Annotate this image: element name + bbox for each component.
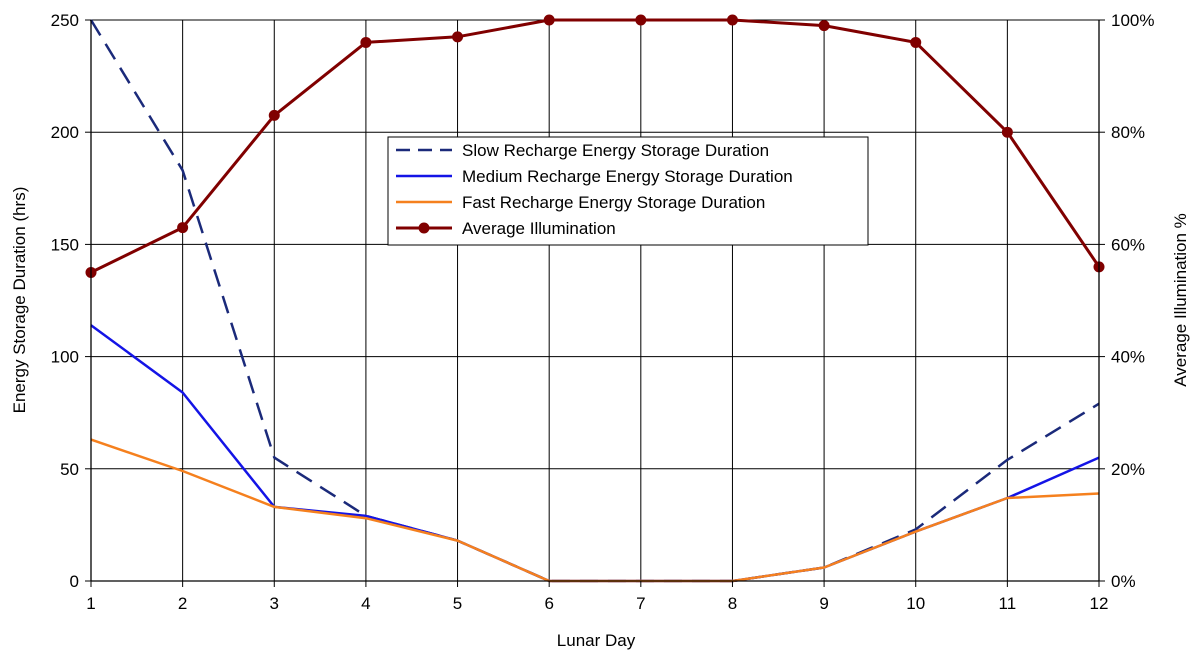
y2-tick-label: 20% xyxy=(1111,460,1145,479)
y2-tick-label: 40% xyxy=(1111,348,1145,367)
x-tick-label: 1 xyxy=(86,594,95,613)
y-tick-label: 150 xyxy=(51,235,79,254)
grid xyxy=(90,19,1100,582)
legend-box xyxy=(387,136,869,246)
x-tick-label: 10 xyxy=(906,594,925,613)
series-point xyxy=(268,109,280,121)
series-point xyxy=(452,31,464,43)
series-point xyxy=(910,36,922,48)
x-tick-label: 3 xyxy=(270,594,279,613)
axes xyxy=(85,19,1105,587)
y2-tick-label: 60% xyxy=(1111,235,1145,254)
y2-tick-label: 100% xyxy=(1111,11,1154,30)
series-point xyxy=(635,14,647,26)
series-line-2 xyxy=(90,324,1100,583)
legend-label-1: Slow Recharge Energy Storage Duration xyxy=(462,141,769,160)
y-tick-label: 250 xyxy=(51,11,79,30)
x-tick-label: 8 xyxy=(728,594,737,613)
x-axis-label: Lunar Day xyxy=(557,631,636,650)
y-tick-label: 200 xyxy=(51,123,79,142)
series-point xyxy=(360,36,372,48)
x-tick-label: 11 xyxy=(999,594,1017,613)
y2-tick-label: 80% xyxy=(1111,123,1145,142)
y2-tick-label: 0% xyxy=(1111,572,1136,591)
legend-label-3: Fast Recharge Energy Storage Duration xyxy=(462,193,765,212)
x-tick-label: 7 xyxy=(636,594,645,613)
y2-axis-label: Average Illumination % xyxy=(1171,213,1190,387)
x-tick-label: 2 xyxy=(178,594,187,613)
series-line-4 xyxy=(90,18,1101,274)
y-tick-label: 100 xyxy=(51,348,79,367)
series-point xyxy=(818,20,830,32)
legend-marker xyxy=(418,222,430,234)
legend-label-2: Medium Recharge Energy Storage Duration xyxy=(462,167,793,186)
series-line-3 xyxy=(90,438,1100,583)
series-layer xyxy=(85,14,1105,583)
series-point xyxy=(543,14,555,26)
x-tick-label: 12 xyxy=(1090,594,1109,613)
series-point xyxy=(177,222,189,234)
series-point xyxy=(1001,126,1013,138)
y-axis-label: Energy Storage Duration (hrs) xyxy=(10,187,29,414)
x-tick-label: 4 xyxy=(361,594,370,613)
series-line-1 xyxy=(89,19,1100,583)
x-tick-label: 5 xyxy=(453,594,462,613)
series-point xyxy=(726,14,738,26)
legend: Slow Recharge Energy Storage Duration Med… xyxy=(387,136,869,246)
legend-label-4: Average Illumination xyxy=(462,219,616,238)
x-tick-label: 6 xyxy=(544,594,553,613)
y-tick-label: 50 xyxy=(60,460,79,479)
y-tick-label: 0 xyxy=(70,572,79,591)
x-tick-label: 9 xyxy=(819,594,828,613)
